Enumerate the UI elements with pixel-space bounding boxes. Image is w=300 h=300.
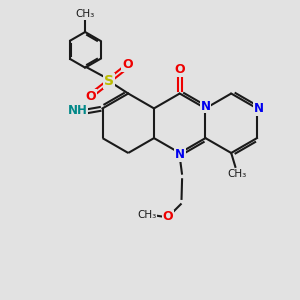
Text: O: O [174, 63, 185, 76]
Text: S: S [104, 74, 114, 88]
Text: NH: NH [68, 104, 88, 117]
Text: N: N [200, 100, 211, 112]
Text: O: O [86, 90, 96, 103]
Text: CH₃: CH₃ [137, 210, 156, 220]
Text: CH₃: CH₃ [227, 169, 246, 179]
Text: O: O [122, 58, 133, 71]
Text: CH₃: CH₃ [76, 9, 95, 19]
Text: N: N [175, 148, 185, 161]
Text: O: O [163, 210, 173, 224]
Text: N: N [254, 102, 263, 115]
